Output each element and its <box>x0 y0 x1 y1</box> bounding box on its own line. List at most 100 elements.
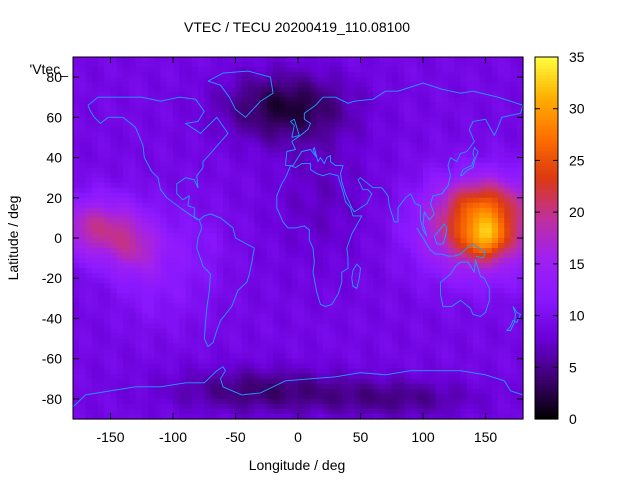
heatmap-cell <box>423 348 430 355</box>
heatmap-cell <box>510 107 518 113</box>
heatmap-cell <box>248 192 255 199</box>
heatmap-cell <box>141 82 149 88</box>
heatmap-cell <box>204 122 212 128</box>
heatmap-cell <box>348 248 355 254</box>
heatmap-cell <box>141 152 149 159</box>
heatmap-cell <box>410 97 418 103</box>
heatmap-cell <box>116 343 124 350</box>
heatmap-cell <box>260 132 268 139</box>
heatmap-cell <box>229 308 237 315</box>
heatmap-cell <box>454 303 462 309</box>
heatmap-cell <box>485 338 493 345</box>
heatmap-cell <box>141 268 149 274</box>
heatmap-cell <box>91 283 99 289</box>
heatmap-cell <box>429 127 437 134</box>
heatmap-cell <box>91 227 99 234</box>
heatmap-cell <box>273 177 280 184</box>
heatmap-cell <box>341 333 349 340</box>
heatmap-cell <box>110 72 118 78</box>
heatmap-cell <box>510 72 518 78</box>
heatmap-cell <box>179 67 187 73</box>
heatmap-cell <box>479 323 487 330</box>
heatmap-cell <box>423 398 430 405</box>
heatmap-cell <box>423 278 430 284</box>
heatmap-cell <box>173 207 180 214</box>
heatmap-cell <box>485 112 493 118</box>
heatmap-cell <box>485 353 493 360</box>
heatmap-cell <box>298 182 305 189</box>
heatmap-cell <box>260 253 268 259</box>
heatmap-cell <box>123 157 130 164</box>
heatmap-cell <box>298 107 305 113</box>
heatmap-cell <box>279 232 287 239</box>
heatmap-cell <box>354 142 362 149</box>
heatmap-cell <box>79 353 87 360</box>
heatmap-cell <box>204 147 212 154</box>
heatmap-cell <box>498 273 505 279</box>
heatmap-cell <box>223 192 230 199</box>
heatmap-cell <box>310 388 318 395</box>
heatmap-cell <box>316 338 324 345</box>
heatmap-cell <box>516 57 524 63</box>
heatmap-cell <box>329 167 337 174</box>
heatmap-cell <box>123 132 130 139</box>
heatmap-cell <box>123 238 130 244</box>
heatmap-cell <box>154 343 162 350</box>
heatmap-cell <box>385 283 393 289</box>
heatmap-cell <box>241 77 249 83</box>
heatmap-cell <box>204 67 212 73</box>
heatmap-cell <box>116 107 124 113</box>
heatmap-cell <box>154 353 162 360</box>
heatmap-cell <box>248 177 255 184</box>
heatmap-cell <box>491 288 499 294</box>
heatmap-cell <box>273 398 280 405</box>
heatmap-cell <box>454 72 462 78</box>
heatmap-cell <box>185 248 193 254</box>
heatmap-cell <box>291 288 299 294</box>
heatmap-cell <box>379 248 387 254</box>
heatmap-cell <box>485 283 493 289</box>
heatmap-cell <box>235 212 243 219</box>
heatmap-cell <box>98 77 105 83</box>
heatmap-cell <box>316 303 324 309</box>
heatmap-cell <box>429 283 437 289</box>
heatmap-cell <box>460 92 468 98</box>
heatmap-cell <box>473 378 480 385</box>
heatmap-cell <box>135 77 143 83</box>
heatmap-cell <box>404 283 412 289</box>
heatmap-cell <box>185 217 193 224</box>
heatmap-cell <box>504 278 512 284</box>
heatmap-cell <box>129 318 137 325</box>
heatmap-cell <box>485 273 493 279</box>
heatmap-cell <box>73 298 80 304</box>
heatmap-cell <box>404 187 412 194</box>
heatmap-cell <box>410 388 418 395</box>
heatmap-cell <box>229 248 237 254</box>
heatmap-cell <box>366 338 374 345</box>
heatmap-cell <box>279 383 287 390</box>
heatmap-cell <box>123 217 130 224</box>
heatmap-cell <box>173 278 180 284</box>
heatmap-cell <box>98 192 105 199</box>
heatmap-cell <box>160 87 168 93</box>
heatmap-cell <box>360 172 368 179</box>
heatmap-cell <box>98 398 105 405</box>
heatmap-cell <box>166 318 174 325</box>
heatmap-cell <box>110 293 118 299</box>
heatmap-cell <box>416 62 424 68</box>
heatmap-cell <box>279 67 287 73</box>
heatmap-cell <box>185 112 193 118</box>
heatmap-cell <box>416 263 424 269</box>
heatmap-cell <box>416 363 424 370</box>
heatmap-cell <box>348 263 355 269</box>
heatmap-cell <box>316 107 324 113</box>
heatmap-cell <box>516 187 524 194</box>
heatmap-cell <box>229 77 237 83</box>
heatmap-cell <box>348 212 355 219</box>
heatmap-cell <box>385 142 393 149</box>
heatmap-cell <box>179 313 187 320</box>
heatmap-cell <box>404 293 412 299</box>
heatmap-cell <box>279 87 287 93</box>
heatmap-cell <box>460 238 468 244</box>
heatmap-cell <box>416 107 424 113</box>
